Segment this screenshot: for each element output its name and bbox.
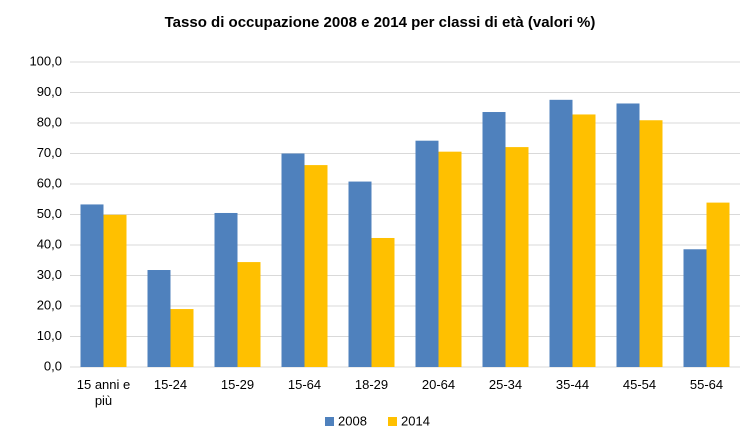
y-tick-label: 60,0 xyxy=(37,175,62,190)
bar xyxy=(214,212,238,367)
y-tick-label: 50,0 xyxy=(37,206,62,221)
x-tick-label: 15-64 xyxy=(287,377,322,392)
bar xyxy=(616,103,640,367)
x-tick-label: 15-24 xyxy=(153,377,188,392)
legend-swatch xyxy=(388,417,397,426)
chart-title: Tasso di occupazione 2008 e 2014 per cla… xyxy=(165,14,596,31)
x-tick-label: 25-34 xyxy=(488,377,523,392)
y-tick-label: 70,0 xyxy=(37,145,62,160)
bar xyxy=(683,249,707,367)
y-tick-label: 0,0 xyxy=(44,358,62,373)
bar xyxy=(80,204,104,367)
legend-label: 2008 xyxy=(338,413,367,428)
y-tick-label: 10,0 xyxy=(37,328,62,343)
legend-swatch xyxy=(325,417,334,426)
bar xyxy=(415,140,439,367)
bar xyxy=(281,153,305,367)
bar xyxy=(371,237,395,367)
x-tick-label: 45-54 xyxy=(622,377,657,392)
bar xyxy=(348,181,372,367)
bar xyxy=(572,114,596,368)
x-tick-label: 55-64 xyxy=(689,377,724,392)
bar xyxy=(639,120,663,367)
y-tick-label: 40,0 xyxy=(37,236,62,251)
bar xyxy=(147,270,171,367)
bar xyxy=(438,151,462,367)
bar xyxy=(170,309,194,367)
bar xyxy=(505,147,529,367)
bar xyxy=(103,214,127,367)
x-tick-label: 20-64 xyxy=(421,377,456,392)
bar xyxy=(706,202,730,367)
bar xyxy=(237,262,261,367)
y-tick-label: 80,0 xyxy=(37,114,62,129)
y-tick-label: 30,0 xyxy=(37,267,62,282)
y-tick-label: 90,0 xyxy=(37,84,62,99)
x-tick-label: 15 anni e più xyxy=(76,377,131,408)
x-tick-label: 15-29 xyxy=(220,377,255,392)
x-tick-label: 35-44 xyxy=(555,377,590,392)
y-tick-label: 100,0 xyxy=(29,53,62,68)
bar xyxy=(304,165,328,367)
x-tick-label: 18-29 xyxy=(354,377,389,392)
y-tick-label: 20,0 xyxy=(37,297,62,312)
bar xyxy=(549,99,573,367)
legend-label: 2014 xyxy=(401,413,430,428)
bar xyxy=(482,112,506,368)
